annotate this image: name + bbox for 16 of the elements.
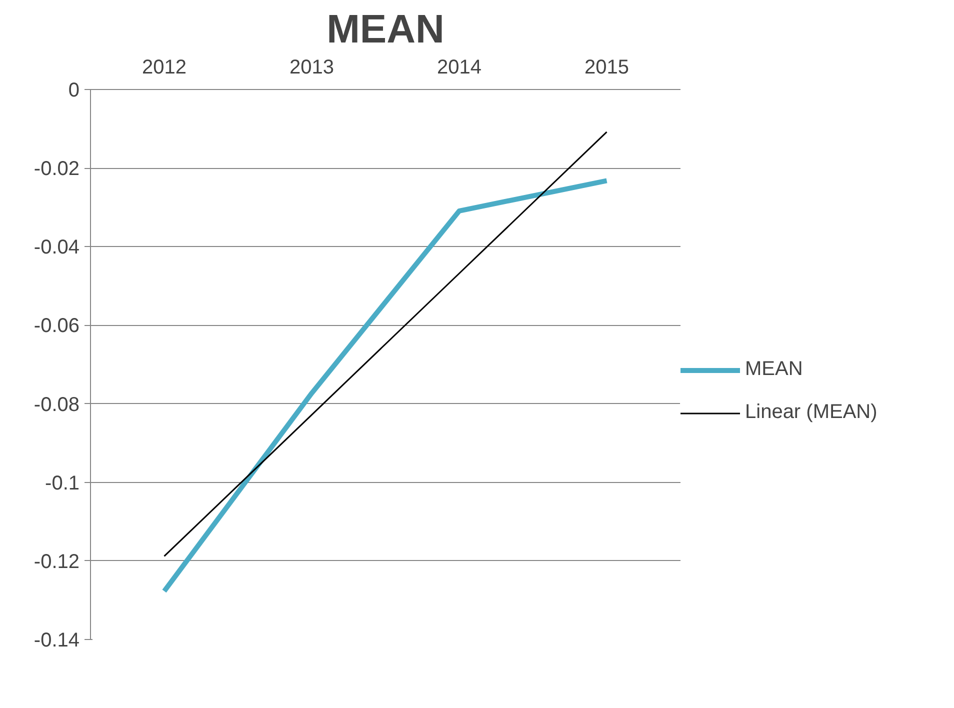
x-tick-label: 2015 <box>584 56 630 78</box>
y-tick-label: -0.02 <box>34 158 80 180</box>
y-tick-label: -0.06 <box>34 315 80 338</box>
line-series <box>164 131 608 557</box>
legend-label: MEAN <box>745 358 803 381</box>
x-tick-label: 2014 <box>437 56 482 78</box>
x-tick-label: 2013 <box>290 56 334 78</box>
y-tick-label: -0.08 <box>34 394 80 416</box>
legend-label: Linear (MEAN) <box>745 401 878 424</box>
x-tick-label: 2012 <box>142 56 187 78</box>
chart-title: MEAN <box>326 8 444 52</box>
y-tick-label: -0.14 <box>34 630 80 652</box>
y-tick-label: -0.1 <box>45 472 80 494</box>
y-tick-label: 0 <box>68 80 80 102</box>
y-tick-label: -0.04 <box>34 236 80 259</box>
y-tick-label: -0.12 <box>34 550 80 573</box>
